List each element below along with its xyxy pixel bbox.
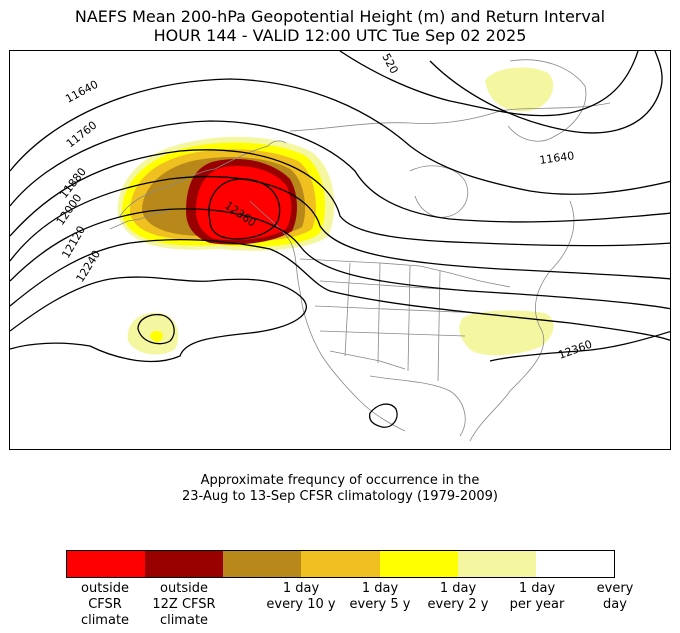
- contour-11640-west: [10, 78, 670, 195]
- border-us-mexico: [329, 350, 406, 370]
- contour-12360-east: [489, 330, 670, 362]
- swatch-per-year: [457, 551, 536, 577]
- chart-subtitle: HOUR 144 - VALID 12:00 UTC Tue Sep 02 20…: [153, 26, 527, 45]
- coast-alaska: [119, 140, 287, 217]
- chart-title: NAEFS Mean 200-hPa Geopotential Height (…: [74, 7, 606, 26]
- contour-mexico-small: [368, 403, 398, 428]
- swatch-every-2y: [379, 551, 458, 577]
- coast-aleutians: [109, 210, 171, 230]
- contour-label-11520: 520: [379, 51, 400, 76]
- legend-label-every-day: every day: [596, 581, 634, 612]
- contour-label-12360-east: 12360: [557, 338, 594, 362]
- border-us-canada: [299, 258, 511, 288]
- contour-11520: [339, 51, 639, 117]
- legend-label-outside-12z: outside 12Z CFSR climate: [152, 581, 216, 628]
- contour-pacific-closed: [137, 313, 175, 345]
- contour-12120: [10, 208, 670, 310]
- caption-line1: Approximate frequncy of occurrence in th…: [200, 473, 480, 488]
- swatch-outside-12z: [145, 551, 224, 577]
- legend-label-outside-cfsr: outside CFSR climate: [80, 581, 130, 628]
- legend-label-every-10y: 1 day every 10 y: [266, 581, 336, 612]
- greenland-coast: [507, 59, 587, 142]
- return-interval-shading: [117, 67, 554, 356]
- shade-every-2y-pacific-dot: [150, 330, 163, 343]
- coastlines: [109, 59, 611, 442]
- coast-gulf: [369, 375, 466, 437]
- shade-per-year-greenland: [485, 67, 554, 112]
- colorbar: [66, 550, 615, 578]
- height-contours: [10, 51, 670, 428]
- contour-label-11640-west: 11640: [63, 78, 100, 106]
- contour-12240: [10, 239, 670, 341]
- coast-hudson-bay: [409, 165, 469, 218]
- contour-12000: [10, 175, 670, 280]
- contour-label-12240: 12240: [74, 248, 104, 285]
- shade-per-year-east-us: [459, 310, 554, 356]
- legend-label-every-2y: 1 day every 2 y: [427, 581, 489, 612]
- contour-label-12000: 12000: [54, 192, 85, 228]
- legend-label-per-year: 1 day per year: [509, 581, 565, 612]
- coast-east: [469, 200, 575, 442]
- map-svg: 11640 11760 11880 12000 12120 12240 1236…: [10, 51, 670, 442]
- contour-11640-greenland: [429, 51, 663, 134]
- state-grid: [314, 262, 481, 382]
- legend-label-every-5y: 1 day every 5 y: [349, 581, 411, 612]
- contour-12360-alaska: [208, 178, 281, 240]
- swatch-every-10y: [223, 551, 302, 577]
- contour-12360-pacific: [10, 276, 307, 363]
- coast-pacific-nw: [249, 200, 406, 432]
- coast-arctic: [289, 102, 611, 132]
- contour-11760: [10, 120, 670, 223]
- caption-line2: 23-Aug to 13-Sep CFSR climatology (1979-…: [182, 489, 498, 504]
- contour-label-12120: 12120: [59, 224, 88, 261]
- swatch-every-5y: [301, 551, 380, 577]
- map-panel: 11640 11760 11880 12000 12120 12240 1236…: [9, 50, 671, 450]
- swatch-outside-cfsr: [67, 551, 146, 577]
- contour-11880: [10, 149, 670, 247]
- contour-label-11640-east: 11640: [539, 149, 575, 167]
- swatch-every-day: [535, 551, 614, 577]
